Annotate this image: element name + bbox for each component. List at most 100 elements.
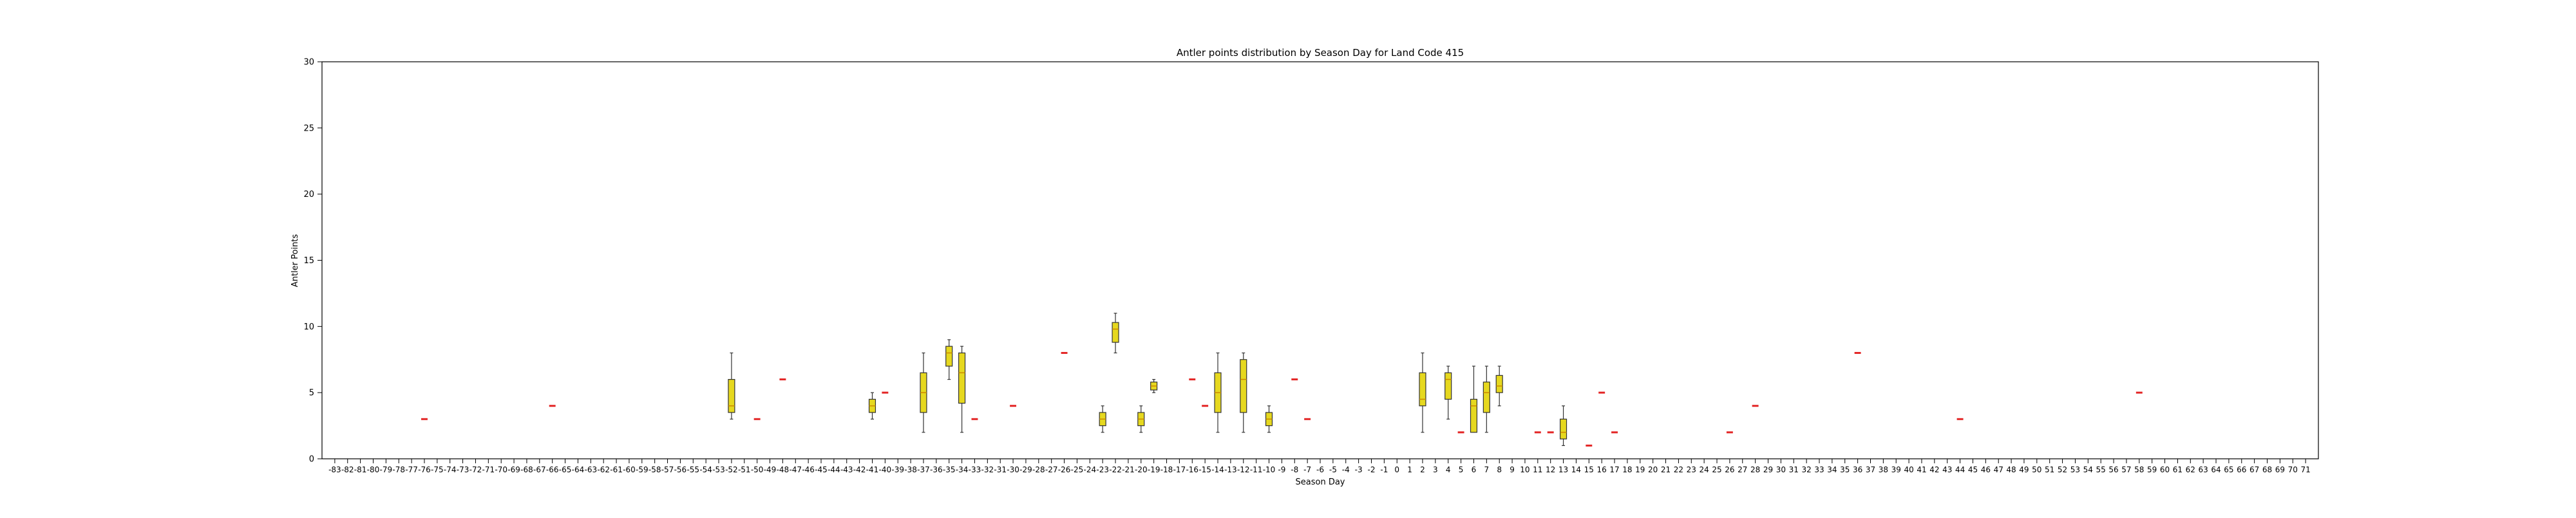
x-tick-label: -56 (674, 465, 687, 474)
x-tick-label: 64 (2211, 465, 2221, 474)
x-tick-label: 58 (2134, 465, 2144, 474)
x-tick-label: 28 (1750, 465, 1760, 474)
x-tick-label: -26 (1058, 465, 1071, 474)
x-tick-label: -9 (1278, 465, 1285, 474)
x-tick-label: -19 (1148, 465, 1160, 474)
x-tick-label: -83 (328, 465, 341, 474)
x-tick-label: -35 (943, 465, 956, 474)
box-body (728, 378, 735, 413)
x-tick-label: 54 (2083, 465, 2093, 474)
x-tick-label: 7 (1484, 465, 1490, 474)
x-tick-label: -38 (904, 465, 917, 474)
x-tick-label: -77 (405, 465, 418, 474)
x-tick-label: 25 (1712, 465, 1721, 474)
x-tick-label: 46 (1981, 465, 1991, 474)
x-tick-label: 13 (1558, 465, 1568, 474)
x-tick-label: -70 (495, 465, 507, 474)
x-tick-label: -44 (828, 465, 840, 474)
x-tick-label: 6 (1472, 465, 1477, 474)
x-tick-label: -46 (802, 465, 815, 474)
x-tick-label: 52 (2058, 465, 2067, 474)
x-tick-label: -80 (367, 465, 380, 474)
x-tick-label: -27 (1045, 465, 1058, 474)
x-tick-label: 3 (1433, 465, 1438, 474)
x-tick-label: 18 (1622, 465, 1632, 474)
x-tick-label: 26 (1725, 465, 1734, 474)
x-tick-label: -45 (815, 465, 828, 474)
box-body (1112, 322, 1119, 343)
x-tick-label: 67 (2249, 465, 2259, 474)
x-tick-label: -1 (1380, 465, 1388, 474)
x-tick-label: 5 (1459, 465, 1464, 474)
x-tick-label: 68 (2262, 465, 2272, 474)
x-tick-label: -5 (1329, 465, 1337, 474)
axes-frame (321, 61, 2319, 459)
x-tick-label: -79 (380, 465, 393, 474)
x-tick-label: 45 (1968, 465, 1978, 474)
x-tick-label: -41 (866, 465, 879, 474)
x-tick-label: 33 (1814, 465, 1824, 474)
x-tick-label: -69 (507, 465, 520, 474)
x-tick-label: -18 (1160, 465, 1173, 474)
x-tick-label: 20 (1648, 465, 1658, 474)
x-tick-label: -29 (1019, 465, 1032, 474)
x-tick-label: -37 (917, 465, 930, 474)
x-tick-label: -66 (546, 465, 559, 474)
y-tick-label: 5 (309, 389, 314, 398)
x-tick-label: -59 (636, 465, 649, 474)
y-tick-label: 10 (303, 322, 314, 332)
x-tick-label: -13 (1224, 465, 1237, 474)
x-tick-label: 15 (1584, 465, 1594, 474)
box-body (958, 352, 966, 404)
x-tick-label: -65 (559, 465, 572, 474)
x-tick-label: -30 (1007, 465, 1019, 474)
x-tick-label: -81 (354, 465, 367, 474)
x-tick-label: -67 (533, 465, 546, 474)
x-tick-label: 43 (1942, 465, 1952, 474)
x-tick-label: -75 (431, 465, 444, 474)
x-tick-label: 56 (2108, 465, 2118, 474)
x-tick-label: -57 (661, 465, 674, 474)
x-tick-label: -2 (1368, 465, 1376, 474)
x-tick-label: -32 (981, 465, 994, 474)
x-tick-label: -25 (1071, 465, 1084, 474)
x-tick-label: 47 (1994, 465, 2003, 474)
x-tick-label: -64 (572, 465, 585, 474)
x-tick-label: 62 (2186, 465, 2195, 474)
y-tick-label: 30 (303, 58, 314, 68)
x-tick-label: 41 (1917, 465, 1926, 474)
x-tick-label: -34 (956, 465, 969, 474)
x-tick-label: 31 (1789, 465, 1799, 474)
x-tick-label: -3 (1355, 465, 1363, 474)
x-tick-label: 38 (1879, 465, 1888, 474)
x-tick-label: -62 (597, 465, 610, 474)
x-tick-label: 55 (2096, 465, 2106, 474)
x-tick-label: 57 (2121, 465, 2131, 474)
x-tick-label: 0 (1394, 465, 1399, 474)
y-tick-label: 0 (309, 455, 314, 465)
y-tick-label: 20 (303, 190, 314, 199)
x-tick-label: 71 (2300, 465, 2310, 474)
x-tick-label: -16 (1186, 465, 1198, 474)
x-tick-label: 21 (1661, 465, 1671, 474)
box-body (1444, 372, 1452, 400)
x-tick-label: 12 (1546, 465, 1555, 474)
x-tick-label: 8 (1497, 465, 1502, 474)
x-tick-label: -43 (840, 465, 853, 474)
x-tick-label: -33 (969, 465, 981, 474)
x-tick-label: -54 (699, 465, 712, 474)
x-tick-label: -7 (1303, 465, 1311, 474)
x-tick-label: -10 (1263, 465, 1276, 474)
x-tick-label: 22 (1674, 465, 1683, 474)
box-body (1419, 372, 1426, 407)
x-tick-label: -68 (520, 465, 533, 474)
x-tick-label: 30 (1776, 465, 1786, 474)
x-tick-label: -22 (1109, 465, 1122, 474)
x-tick-label: 23 (1687, 465, 1696, 474)
x-tick-label: 16 (1597, 465, 1607, 474)
y-axis-label: Antler Points (290, 234, 300, 288)
x-tick-label: 48 (2006, 465, 2016, 474)
